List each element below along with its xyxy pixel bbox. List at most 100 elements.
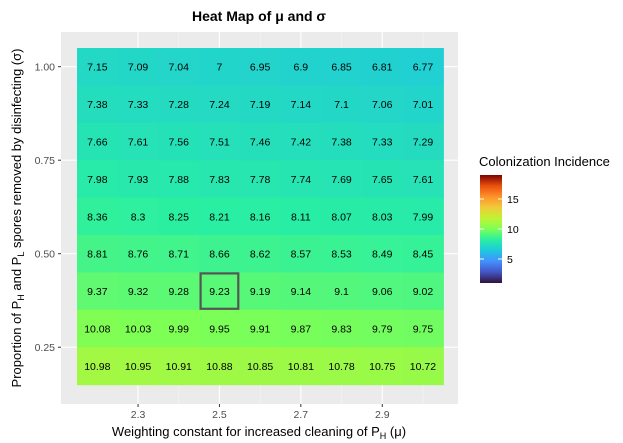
heatmap-cell xyxy=(77,347,119,386)
heatmap-cell xyxy=(199,160,241,199)
heatmap-cell xyxy=(158,160,200,199)
x-tick-label: 2.9 xyxy=(375,409,390,421)
heatmap-cell xyxy=(117,85,159,124)
cell-value-label: 7.61 xyxy=(413,174,434,186)
heatmap-cell xyxy=(361,85,404,124)
cell-value-label: 7.28 xyxy=(169,99,190,111)
heatmap-cell xyxy=(321,122,363,161)
cell-value-label: 10.91 xyxy=(166,361,192,373)
heatmap-cell xyxy=(361,235,404,273)
heatmap-cell xyxy=(117,122,159,161)
heatmap-cell xyxy=(158,197,200,236)
heatmap-cell xyxy=(280,347,322,386)
cell-labels: 7.15 7.09 7.04 7 6.95 6.9 6.85 6.81 6.77 7.38 7.33… xyxy=(84,62,436,373)
heatmap-cell xyxy=(402,309,444,348)
heatmap-cell xyxy=(280,160,322,199)
cell-value-label: 8.16 xyxy=(250,211,271,223)
heatmap-cell xyxy=(117,48,159,86)
cell-value-label: 8.76 xyxy=(128,249,149,261)
cell-value-label: 8.11 xyxy=(291,211,311,223)
heatmap-cell xyxy=(361,197,404,236)
cell-value-label: 8.66 xyxy=(209,249,230,261)
heatmap-cell xyxy=(199,197,241,236)
heatmap-cell xyxy=(117,197,159,236)
heatmap-cell xyxy=(239,309,282,348)
cell-value-label: 7.66 xyxy=(87,137,108,149)
y-axis-label: Proportion of PH and PL spores removed b… xyxy=(9,49,26,388)
cell-value-label: 9.23 xyxy=(209,286,230,298)
cell-value-label: 9.32 xyxy=(128,286,149,298)
cell-value-label: 9.1 xyxy=(334,286,349,298)
cell-value-label: 6.77 xyxy=(413,62,434,74)
cell-value-label: 10.98 xyxy=(84,361,110,373)
cell-value-label: 10.85 xyxy=(247,361,273,373)
cell-value-label: 6.81 xyxy=(372,62,393,74)
cell-value-label: 7.46 xyxy=(250,137,271,149)
heatmap-cell xyxy=(199,122,241,161)
cell-value-label: 8.49 xyxy=(372,249,393,261)
heatmap-cell xyxy=(321,160,363,199)
cell-value-label: 10.78 xyxy=(328,361,354,373)
heatmap-cell xyxy=(77,197,119,236)
cell-value-label: 8.57 xyxy=(291,249,312,261)
heatmap-cell xyxy=(239,122,282,161)
heatmap-cell xyxy=(361,347,404,386)
heatmap-cell xyxy=(402,85,444,124)
heatmap-cell xyxy=(77,122,119,161)
cell-value-label: 9.91 xyxy=(250,324,271,336)
cell-value-label: 7.88 xyxy=(169,174,190,186)
y-tick-label: 0.25 xyxy=(35,342,56,354)
cell-value-label: 7.38 xyxy=(87,99,108,111)
heatmap-cell xyxy=(199,347,241,386)
heatmap-cell xyxy=(77,85,119,124)
heatmap-cell xyxy=(158,122,200,161)
cell-value-label: 7.33 xyxy=(128,99,149,111)
cell-value-label: 8.81 xyxy=(87,249,108,261)
cell-value-label: 8.07 xyxy=(331,211,352,223)
cell-value-label: 9.75 xyxy=(413,324,434,336)
cell-value-label: 7.33 xyxy=(372,137,393,149)
cell-value-label: 7.99 xyxy=(413,211,434,223)
cell-value-label: 8.21 xyxy=(209,211,230,223)
heatmap-cell xyxy=(280,309,322,348)
heatmap-cell xyxy=(361,160,404,199)
heatmap-cell xyxy=(280,197,322,236)
cell-value-label: 7.61 xyxy=(128,137,149,149)
heatmap-cell xyxy=(117,272,159,311)
cell-value-label: 8.62 xyxy=(250,249,271,261)
heatmap-cell xyxy=(280,122,322,161)
heatmap-cell xyxy=(199,235,241,273)
y-axis-ticks: 1.00 0.75 0.50 0.25 xyxy=(35,62,61,354)
cell-value-label: 10.03 xyxy=(125,324,151,336)
cell-value-label: 7.19 xyxy=(250,99,271,111)
cell-value-label: 10.72 xyxy=(410,361,436,373)
heatmap-cell xyxy=(199,48,241,86)
cell-value-label: 9.37 xyxy=(87,286,108,298)
cell-value-label: 9.28 xyxy=(169,286,190,298)
cell-value-label: 7 xyxy=(217,62,223,74)
heatmap-cell xyxy=(280,85,322,124)
heatmap-cell xyxy=(321,85,363,124)
heatmap-cell xyxy=(239,197,282,236)
legend-title: Colonization Incidence xyxy=(479,154,610,169)
heatmap-cell xyxy=(117,347,159,386)
cell-value-label: 7.06 xyxy=(372,99,393,111)
heatmap-cell xyxy=(77,160,119,199)
x-axis-ticks: 2.3 2.5 2.7 2.9 xyxy=(131,404,390,421)
cell-value-label: 7.69 xyxy=(331,174,352,186)
cell-value-label: 7.74 xyxy=(291,174,312,186)
heatmap-cell xyxy=(239,160,282,199)
cell-value-label: 10.95 xyxy=(125,361,151,373)
cell-value-label: 8.03 xyxy=(372,211,393,223)
heatmap-cell xyxy=(402,122,444,161)
cell-value-label: 9.87 xyxy=(291,324,312,336)
heatmap-cell xyxy=(239,48,282,86)
cell-value-label: 8.25 xyxy=(169,211,190,223)
heatmap-cell xyxy=(280,272,322,311)
heatmap-cell xyxy=(239,272,282,311)
colorbar-tick-label: 5 xyxy=(507,254,513,266)
cell-value-label: 7.42 xyxy=(291,137,312,149)
y-tick-label: 0.75 xyxy=(35,155,56,167)
heatmap-cell xyxy=(239,85,282,124)
